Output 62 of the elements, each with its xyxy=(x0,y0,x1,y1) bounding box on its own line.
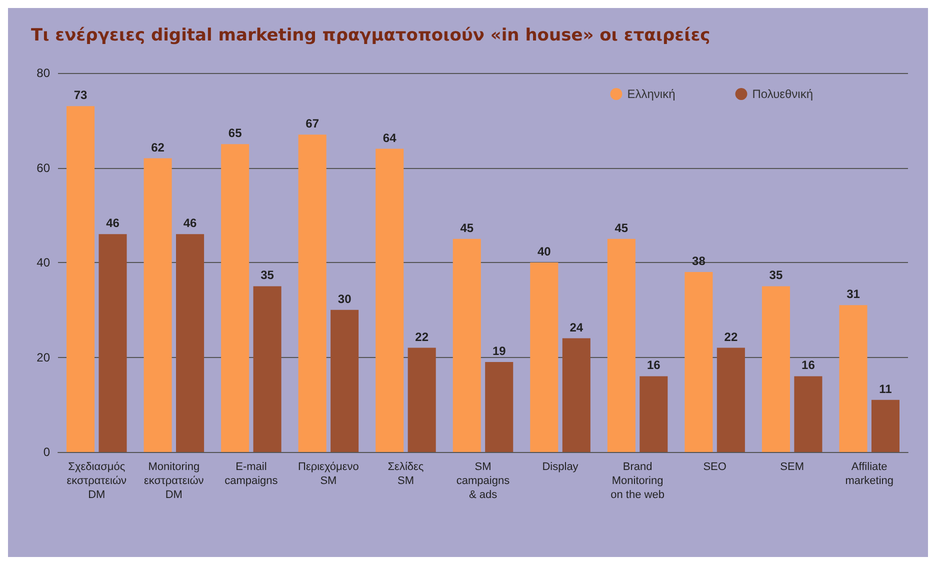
x-tick-label: SM campaigns & ads xyxy=(456,461,510,501)
bar xyxy=(871,400,900,452)
data-label: 19 xyxy=(492,344,506,358)
bar xyxy=(794,376,822,452)
bar xyxy=(684,272,713,452)
x-tick-label: E-mail campaigns xyxy=(224,461,278,487)
data-label: 46 xyxy=(183,216,198,230)
bar xyxy=(298,134,326,452)
bar xyxy=(408,348,436,452)
y-tick-label: 40 xyxy=(36,256,50,270)
bar xyxy=(640,376,668,452)
bar xyxy=(176,234,204,452)
y-tick-label: 0 xyxy=(43,445,50,459)
bar xyxy=(839,305,868,452)
bar xyxy=(562,338,590,452)
data-label: 35 xyxy=(769,268,783,282)
data-label: 30 xyxy=(338,292,352,306)
data-label: 45 xyxy=(460,220,474,235)
bar xyxy=(98,234,127,452)
data-label: 65 xyxy=(228,126,242,140)
bar xyxy=(66,106,95,452)
data-label: 64 xyxy=(382,130,397,145)
data-label: 16 xyxy=(802,358,816,372)
x-tick-label: Σχεδιασμός εκστρατειών DM xyxy=(66,461,128,501)
data-label: 11 xyxy=(879,382,892,396)
bar xyxy=(485,362,514,452)
chart-title: Τι ενέργειες digital marketing πραγματοποιούν «in house» οι εταιρείες xyxy=(31,26,710,46)
bar xyxy=(607,238,636,452)
data-label: 67 xyxy=(306,116,320,131)
x-tick-label: Affiliate marketing xyxy=(845,461,894,487)
bar xyxy=(253,286,282,452)
data-label: 31 xyxy=(846,287,860,302)
bar xyxy=(144,158,172,452)
y-tick-label: 60 xyxy=(36,160,50,175)
data-label: 22 xyxy=(724,330,738,344)
data-label: 46 xyxy=(106,216,120,230)
bar xyxy=(330,310,359,452)
legend-label: Ελληνική xyxy=(627,87,676,101)
data-label: 22 xyxy=(415,330,429,344)
data-label: 16 xyxy=(646,358,661,372)
bar xyxy=(221,144,250,452)
data-label: 73 xyxy=(74,88,88,102)
bar xyxy=(452,238,481,452)
x-tick-label: Monitoring εκστρατειών DM xyxy=(144,461,204,501)
data-label: 45 xyxy=(614,220,628,235)
x-tick-label: Display xyxy=(542,461,579,473)
x-tick-label: Σελίδες SM xyxy=(388,461,424,487)
bar xyxy=(376,148,404,452)
data-label: 35 xyxy=(260,268,274,282)
x-tick-label: SEO xyxy=(703,461,727,473)
data-label: 62 xyxy=(151,140,165,154)
y-tick-label: 80 xyxy=(36,66,50,80)
x-tick-label: Περιεχόμενο SM xyxy=(298,461,359,487)
bar xyxy=(716,348,745,452)
data-label: 40 xyxy=(537,244,552,258)
x-tick-label: SEM xyxy=(780,461,804,473)
bar xyxy=(762,286,790,452)
x-tick-label: Brand Monitoring on the web xyxy=(610,461,664,501)
legend-label: Πολυεθνική xyxy=(752,87,813,101)
data-label: 24 xyxy=(570,320,584,334)
bar xyxy=(530,262,558,452)
y-tick-label: 20 xyxy=(36,350,50,364)
